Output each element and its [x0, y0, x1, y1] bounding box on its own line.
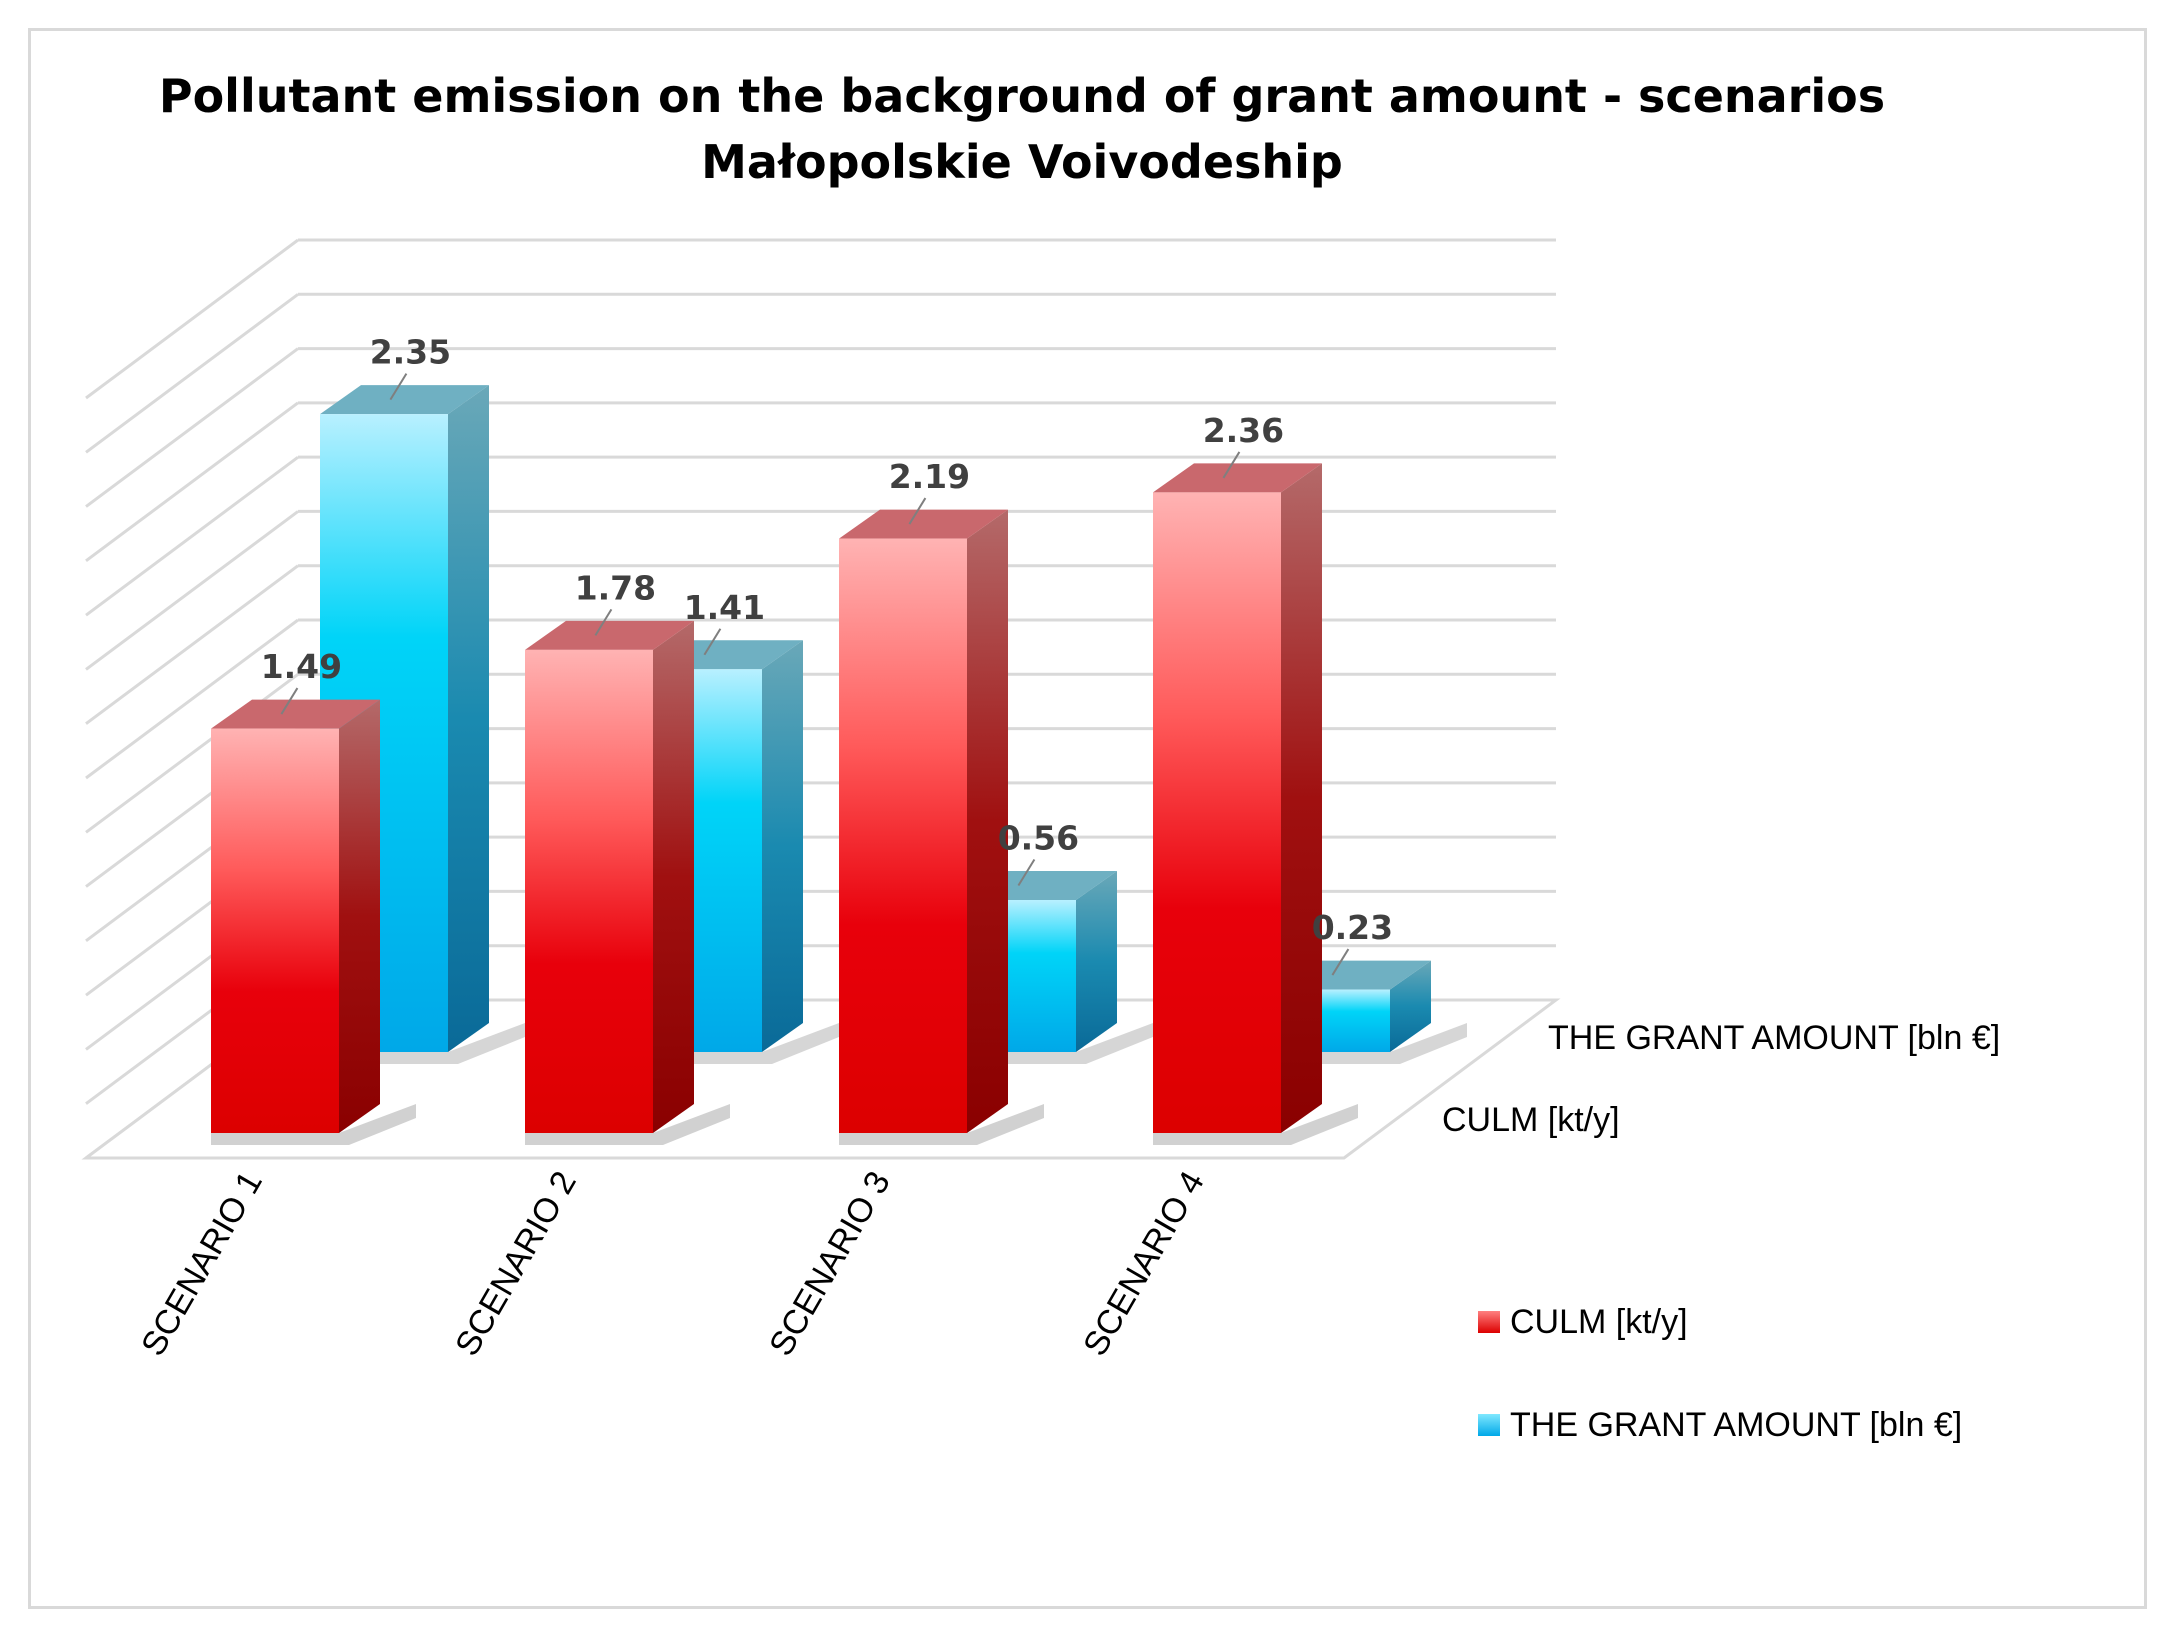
data-label: 1.78	[575, 568, 656, 607]
side-gridline	[85, 564, 299, 725]
bar-side	[448, 385, 489, 1053]
label-leader	[280, 687, 299, 715]
data-label: 2.19	[889, 457, 970, 496]
bar-grant-1	[320, 385, 525, 1064]
bar-side	[1390, 960, 1431, 1052]
bar-top	[1153, 463, 1322, 493]
bar-shadow	[839, 1104, 1044, 1145]
category-label: SCENARIO 2	[448, 1165, 584, 1362]
category-axis: SCENARIO 1 SCENARIO 2 SCENARIO 3 SCENARIO 4	[134, 1165, 1212, 1362]
bar-top	[525, 620, 694, 650]
chart-title: Pollutant emission on the background of …	[159, 69, 1885, 123]
bar-side	[653, 620, 694, 1133]
data-label: 2.36	[1203, 411, 1284, 450]
side-gridline	[85, 401, 299, 563]
bar-side	[967, 509, 1008, 1134]
category-label: SCENARIO 4	[1076, 1165, 1212, 1362]
chart-subtitle: Małopolskie Voivodeship	[701, 135, 1343, 189]
data-label: 1.49	[261, 647, 342, 686]
bar-shadow	[525, 1104, 730, 1145]
side-gridline	[85, 293, 299, 454]
category-label: SCENARIO 1	[134, 1165, 270, 1362]
label-leader	[389, 373, 408, 401]
bar-culm-3	[839, 509, 1044, 1145]
legend-swatch-grant	[1478, 1414, 1500, 1436]
legend-label-culm: CULM [kt/y]	[1510, 1303, 1688, 1341]
data-label: 0.56	[998, 819, 1079, 858]
legend-swatch-culm	[1478, 1311, 1500, 1333]
side-gridline	[85, 238, 299, 400]
side-gridline	[85, 455, 299, 617]
bar-top	[839, 509, 1008, 539]
data-label: 1.41	[684, 588, 765, 627]
bar-top	[211, 699, 380, 729]
bar-side	[339, 699, 380, 1133]
label-leader	[1331, 948, 1350, 976]
depth-label-grant: THE GRANT AMOUNT [bln €]	[1548, 1019, 2000, 1057]
legend: CULM [kt/y] THE GRANT AMOUNT [bln €]	[1478, 1303, 1962, 1444]
side-gridline	[85, 510, 299, 671]
bar-group	[211, 385, 1467, 1145]
bar-side	[1281, 463, 1322, 1133]
data-label-group: 2.35 1.41 0.56 0.23 1.49 1.78 2.19 2.36	[261, 333, 1393, 976]
bar-shadow	[1153, 1104, 1358, 1145]
bar-side	[762, 640, 803, 1052]
side-gridline	[85, 618, 299, 780]
bar-front	[839, 538, 967, 1133]
label-leader	[1017, 858, 1036, 887]
bar-front	[211, 728, 339, 1133]
bar-side	[1076, 871, 1117, 1052]
bar-front	[1153, 492, 1281, 1133]
depth-label-culm: CULM [kt/y]	[1442, 1101, 1620, 1139]
bar-culm-1	[211, 699, 416, 1145]
data-label: 2.35	[370, 333, 451, 372]
label-leader	[1222, 451, 1241, 479]
label-leader	[908, 497, 927, 525]
bar-culm-2	[525, 620, 730, 1145]
label-leader	[594, 608, 613, 636]
bar-front	[525, 649, 653, 1133]
label-leader	[703, 628, 722, 656]
legend-label-grant: THE GRANT AMOUNT [bln €]	[1510, 1406, 1962, 1444]
bar-top	[320, 385, 489, 415]
bar-shadow	[211, 1104, 416, 1145]
side-gridline	[85, 347, 299, 508]
category-label: SCENARIO 3	[762, 1165, 898, 1362]
bar-culm-4	[1153, 463, 1358, 1145]
data-label: 0.23	[1312, 908, 1393, 947]
